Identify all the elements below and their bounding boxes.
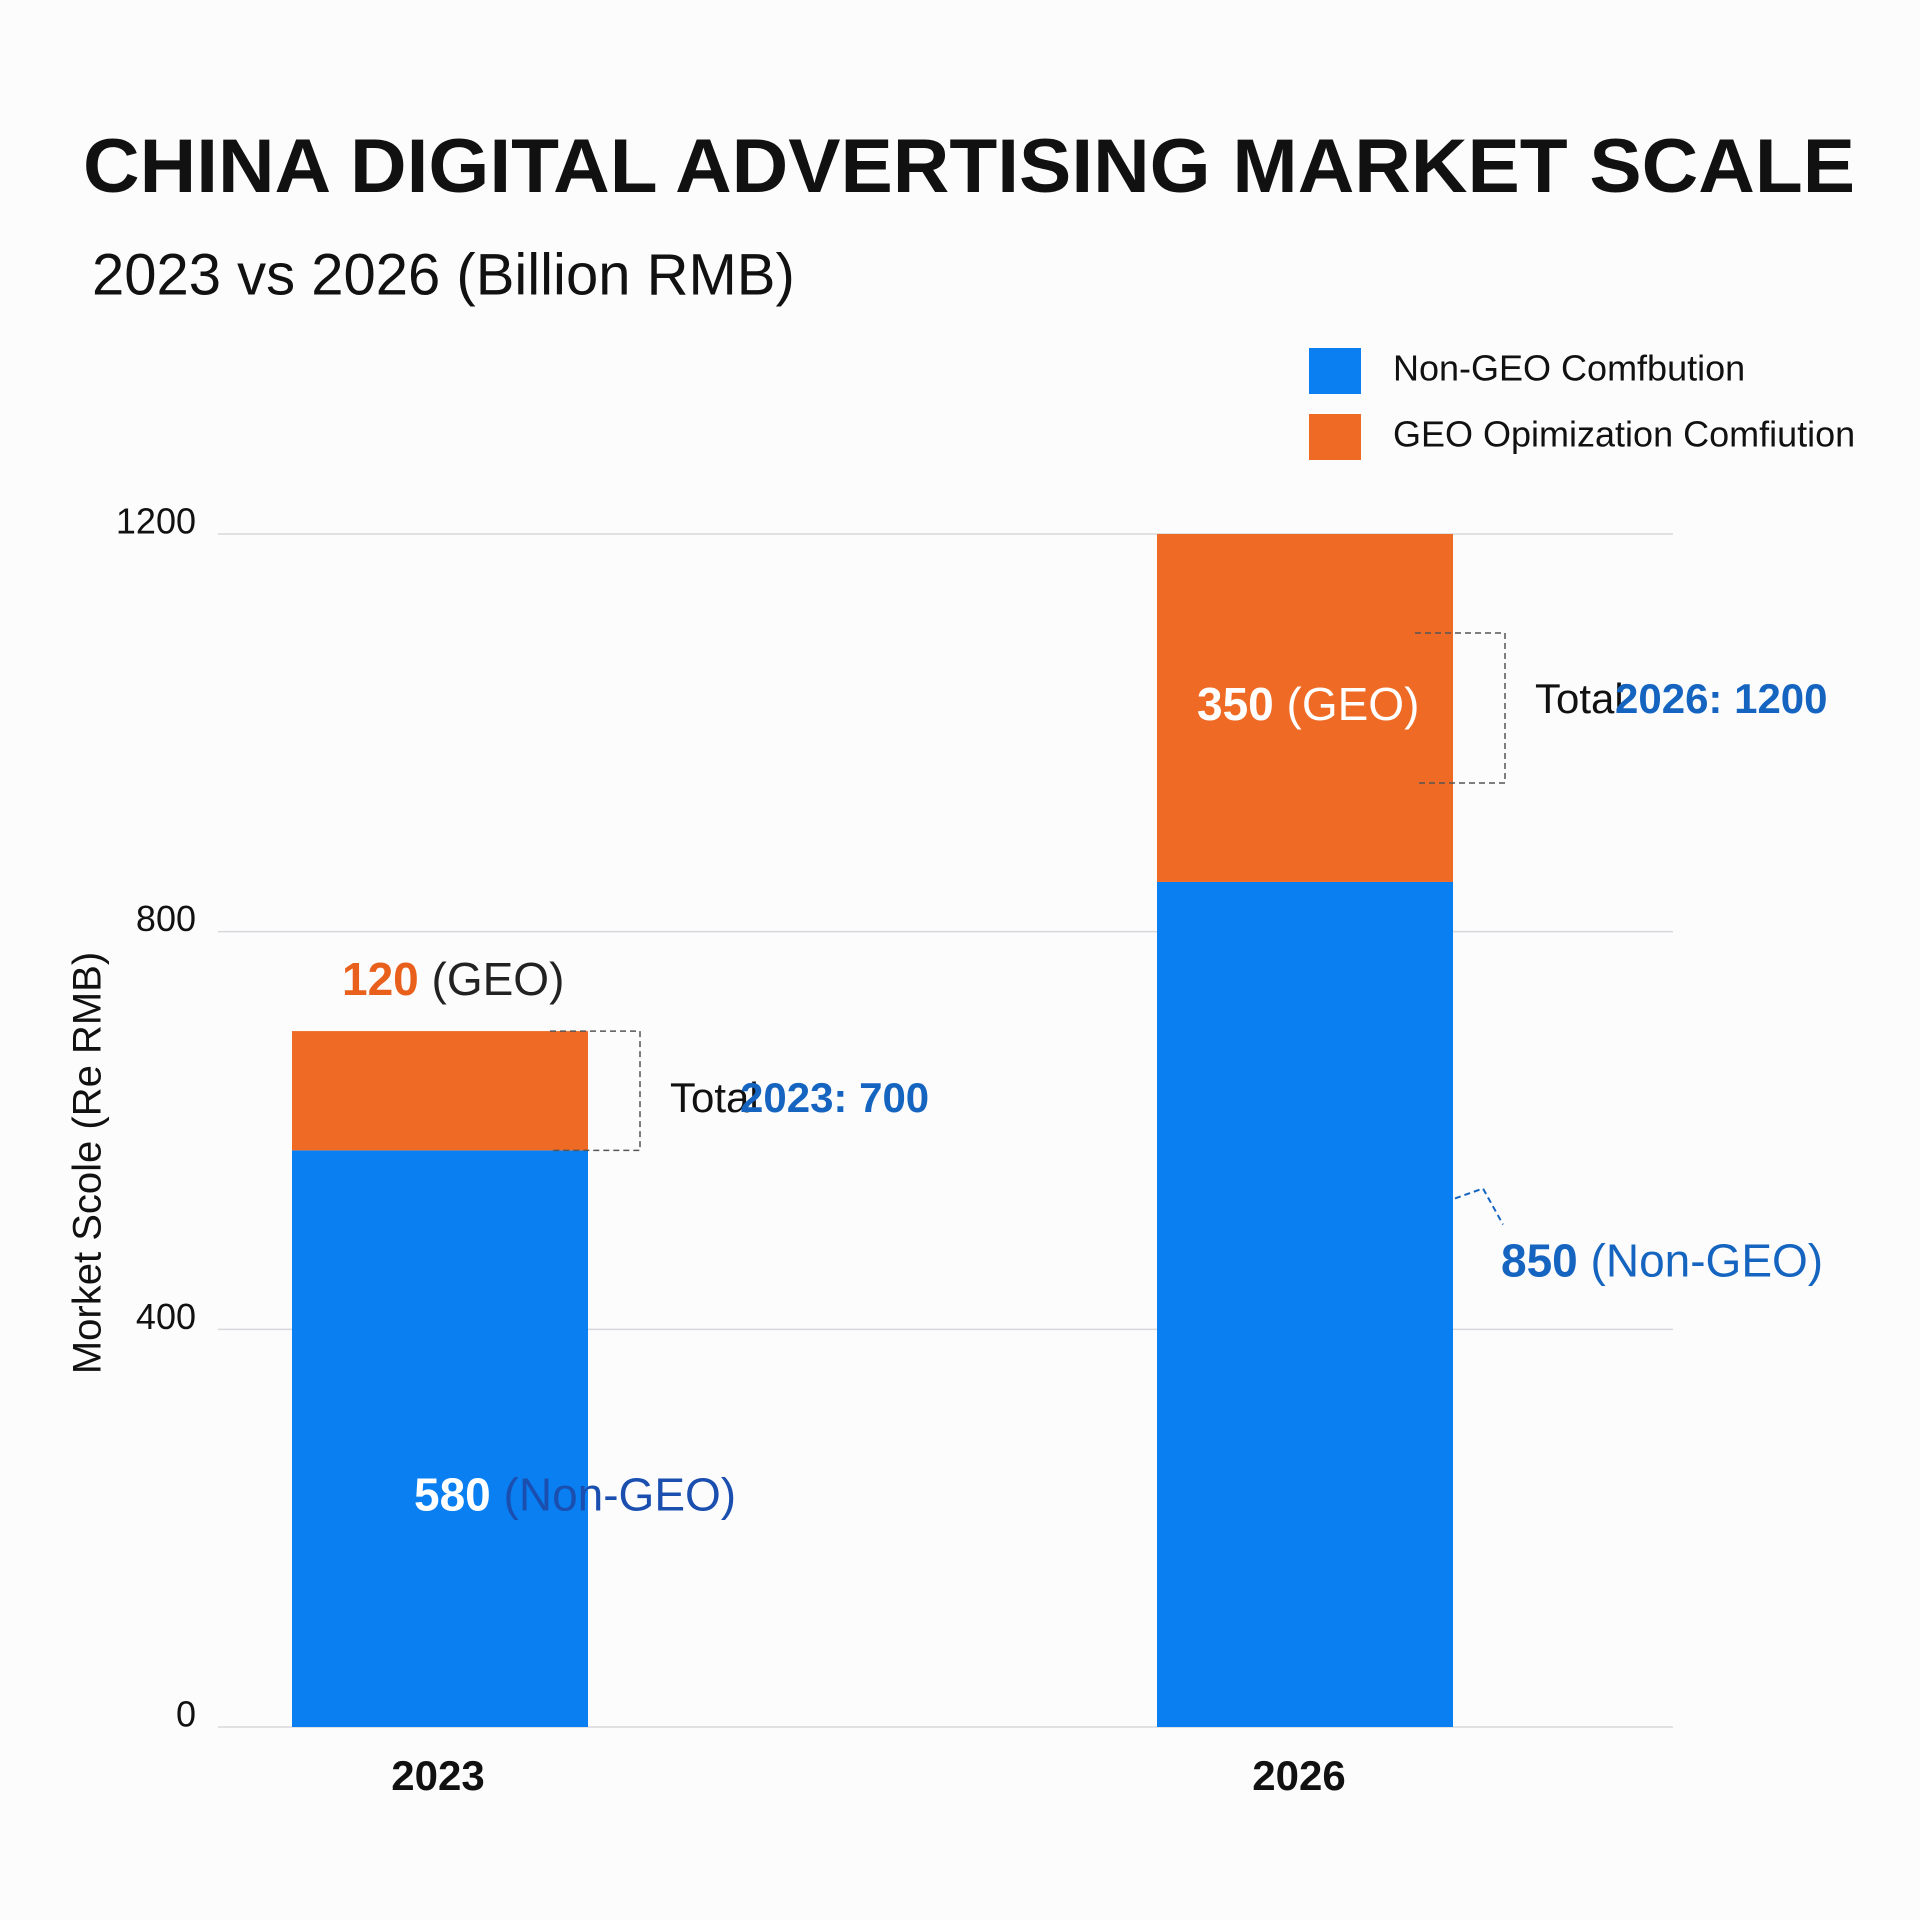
total-value: 2026: 1200 [1615, 675, 1828, 722]
total-bracket [550, 1030, 641, 1152]
y-tick-label: 400 [136, 1296, 196, 1337]
chart-title: CHINA DIGITAL ADVERTISING MARKET SCALE [83, 124, 1855, 209]
y-axis-label: Morket Scole (Re RMB) [66, 952, 110, 1374]
total-label: Total [1535, 675, 1624, 722]
value-label: 580 (Non-GEO) [414, 1469, 736, 1521]
leader-line [1454, 1187, 1504, 1225]
x-tick-label: 2023 [391, 1752, 484, 1799]
bar-segment [1157, 881, 1453, 1727]
total-bracket [1415, 632, 1506, 784]
bar-segment [292, 1031, 588, 1151]
legend-swatch [1309, 348, 1361, 394]
y-tick-label: 0 [176, 1694, 196, 1735]
value-label: 850 (Non-GEO) [1501, 1235, 1823, 1287]
total-value: 2023: 700 [740, 1074, 929, 1121]
chart-subtitle: 2023 vs 2026 (Billion RMB) [92, 242, 795, 307]
y-tick-label: 1200 [116, 501, 196, 542]
bar-segment [292, 1150, 588, 1727]
bar-segment [1157, 534, 1453, 882]
legend-swatch [1309, 414, 1361, 460]
legend-label: GEO Opimization Comfiution [1393, 414, 1855, 455]
y-tick-label: 800 [136, 898, 196, 939]
legend-label: Non-GEO Comfbution [1393, 348, 1745, 389]
value-label: 350 (GEO) [1197, 678, 1419, 730]
total-label: Total [670, 1074, 759, 1121]
value-label: 120 (GEO) [342, 953, 564, 1005]
x-tick-label: 2026 [1252, 1752, 1345, 1799]
